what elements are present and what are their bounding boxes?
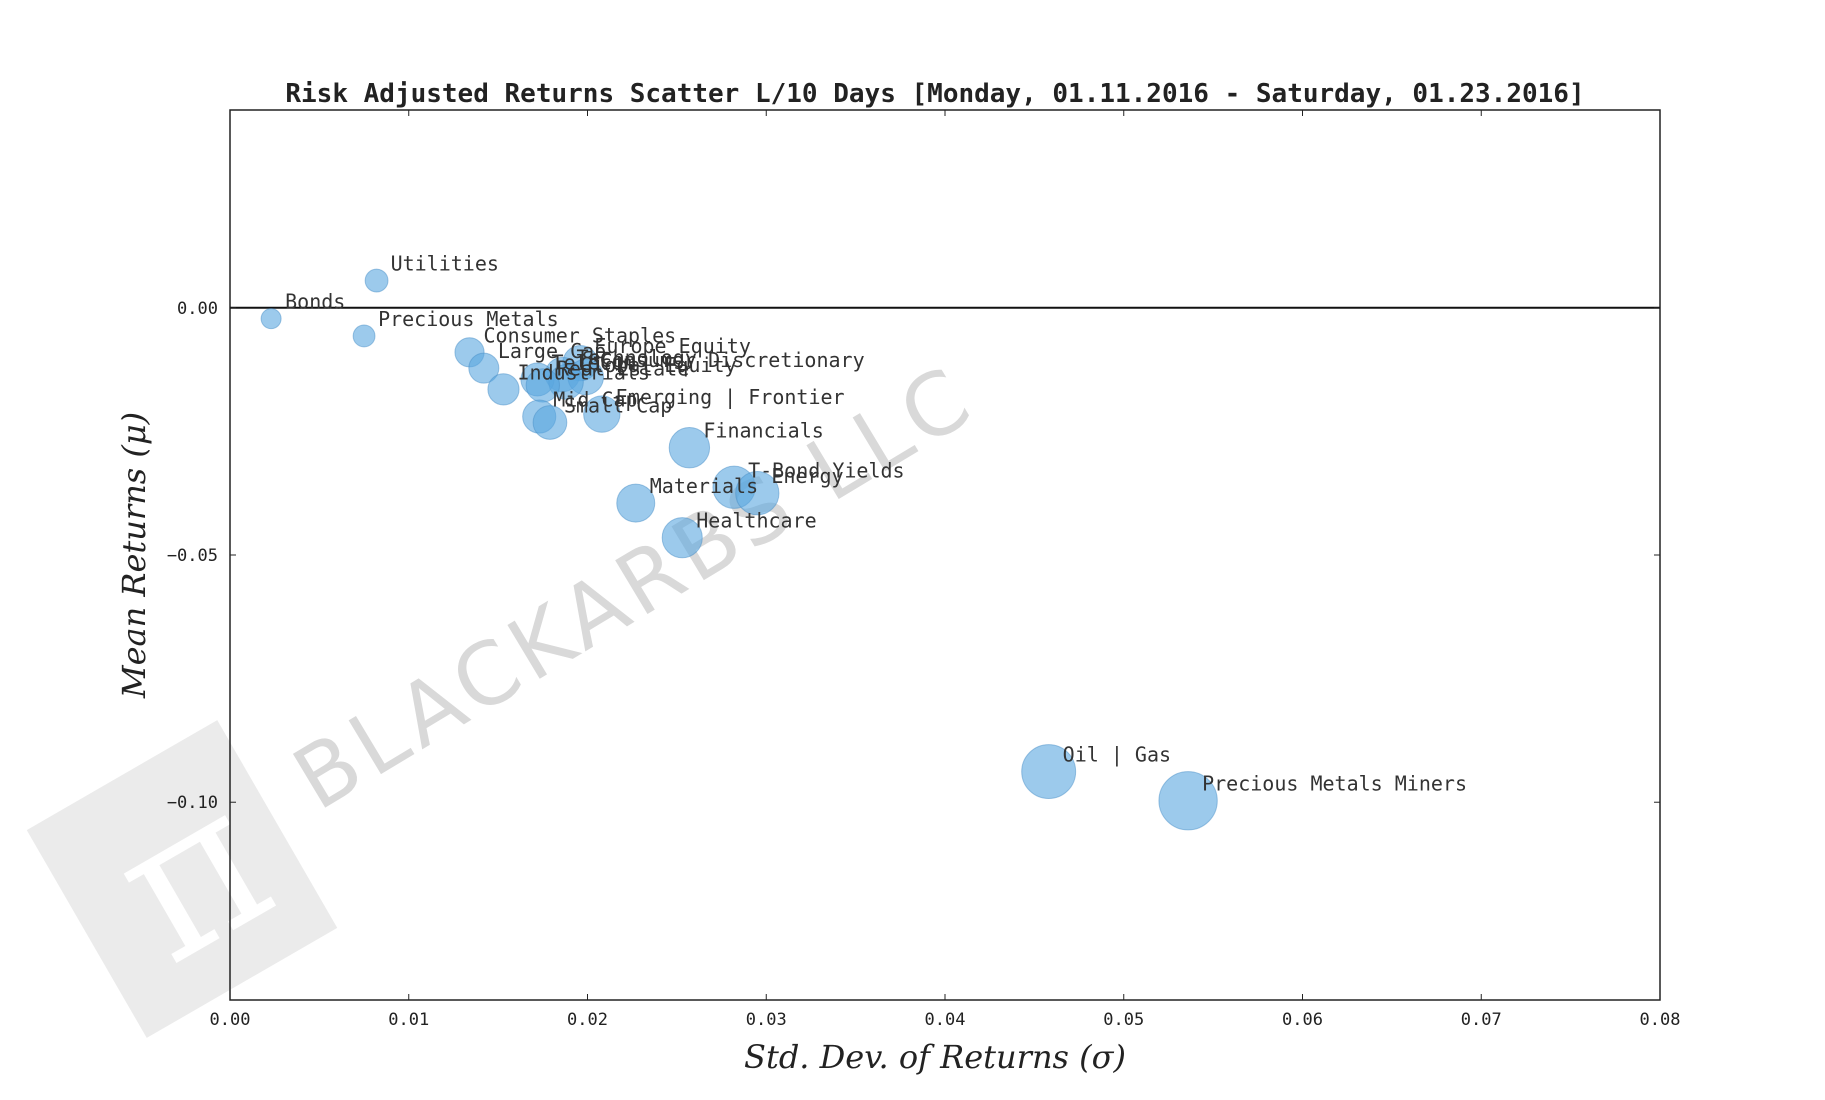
scatter-point: [468, 352, 500, 384]
point-label: Materials: [650, 474, 758, 498]
y-tick-label: −0.05: [167, 546, 218, 566]
point-label: Large Cap: [498, 339, 606, 363]
y-tick-label: 0.00: [177, 299, 218, 319]
scatter-point: [735, 471, 780, 516]
point-label: Consumer Discretionary: [600, 348, 865, 372]
x-tick-label: 0.08: [1640, 1010, 1681, 1030]
x-tick-label: 0.00: [210, 1010, 251, 1030]
x-tick-label: 0.01: [388, 1010, 429, 1030]
scatter-point: [668, 427, 711, 469]
point-label: Healthcare: [696, 509, 816, 533]
point-label: Precious Metals Miners: [1202, 772, 1467, 796]
scatter-point: [352, 324, 376, 348]
x-tick-label: 0.07: [1461, 1010, 1502, 1030]
point-label: Oil | Gas: [1063, 743, 1171, 767]
y-tick-label: −0.10: [167, 793, 218, 813]
point-label: Bonds: [285, 290, 345, 314]
point-label: Real Estate: [557, 356, 689, 380]
point-label: T-Bond Yields: [748, 458, 905, 482]
scatter-point: [583, 395, 621, 433]
scatter-point: [661, 517, 703, 559]
point-label: Europe Equity: [594, 334, 751, 358]
ticks-layer: 0.00 0.01 0.02 0.03 0.04 0.05 0.06 0.07 0.08 0.00…: [167, 110, 1681, 1030]
point-label: Precious Metals: [378, 307, 559, 331]
point-label: Emerging | Frontier: [616, 385, 845, 409]
point-label: Telecom: [551, 350, 635, 374]
point-label: Utilities: [391, 252, 499, 276]
y-axis-label: Mean Returns (μ): [115, 412, 153, 699]
x-tick-label: 0.03: [746, 1010, 787, 1030]
scatter-point: [616, 483, 656, 523]
point-label: Small Cap: [564, 393, 672, 417]
scatter-point: [1021, 744, 1077, 800]
x-axis-label: Std. Dev. of Returns (σ): [744, 1038, 1126, 1076]
point-label: Technology: [576, 346, 696, 370]
x-tick-label: 0.04: [925, 1010, 966, 1030]
scatter-point: [260, 308, 282, 330]
point-label: Energy: [771, 464, 843, 488]
point-label: Mid Cap: [553, 388, 637, 412]
x-tick-label: 0.05: [1103, 1010, 1144, 1030]
scatter-point: [364, 268, 389, 293]
bubbles-layer: [260, 268, 1218, 831]
scatter-point: [487, 373, 520, 406]
chart-title: Risk Adjusted Returns Scatter L/10 Days …: [285, 79, 1584, 109]
point-label: Industrials: [517, 360, 649, 384]
point-label: Global Equity: [580, 353, 737, 377]
point-label: Consumer Staples: [484, 323, 677, 347]
watermark-logo-box: [26, 720, 338, 1038]
point-label: Financials: [703, 419, 823, 443]
plot-area-frame: [229, 109, 1661, 1001]
scatter-point: [1158, 771, 1218, 831]
scatter-point: [532, 405, 568, 440]
watermark: π BLACKARBS LLC: [26, 346, 991, 1038]
watermark-text: BLACKARBS LLC: [277, 346, 991, 830]
x-tick-label: 0.02: [567, 1010, 608, 1030]
x-tick-label: 0.06: [1282, 1010, 1323, 1030]
